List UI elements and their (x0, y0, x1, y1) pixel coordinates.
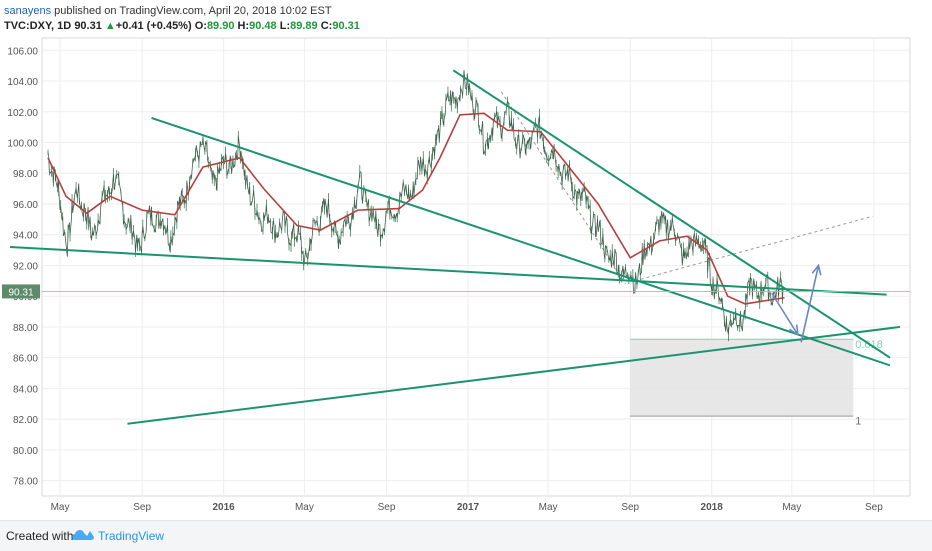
trendline (127, 325, 901, 425)
publish-line: sanayens published on TradingView.com, A… (4, 4, 332, 18)
dashed-line (634, 215, 873, 282)
y-tick-label: 104.00 (7, 77, 38, 88)
dashed-projection-lines (500, 91, 873, 285)
chart-header: sanayens published on TradingView.com, A… (0, 0, 932, 36)
high-value: 90.48 (249, 20, 277, 32)
forecast-arrows[interactable] (771, 263, 822, 343)
x-tick-label: May (51, 502, 70, 513)
fib-extension: 0.6181 (630, 338, 883, 428)
x-tick-label: May (295, 502, 314, 513)
trendline (151, 116, 891, 367)
x-tick-label: Sep (865, 502, 883, 513)
price-change: +0.41 (+0.45%) (115, 20, 192, 32)
low-label: L: (279, 20, 291, 32)
y-tick-label: 98.00 (13, 169, 38, 180)
y-tick-label: 82.00 (13, 415, 38, 426)
forecast-arrow (800, 265, 820, 343)
x-tick-label: 2017 (457, 502, 480, 513)
y-tick-label: 92.00 (13, 261, 38, 272)
y-tick-label: 94.00 (13, 231, 38, 242)
last-price: 90.31 (74, 20, 102, 32)
open-label: O: (194, 20, 207, 32)
x-tick-label: May (539, 502, 558, 513)
open-value: 89.90 (206, 20, 235, 32)
last-price-tag-label: 90.31 (8, 287, 33, 298)
created-with-text: Created with (6, 529, 74, 543)
y-tick-label: 88.00 (13, 323, 38, 334)
price-chart[interactable]: 0.6181 106.00 104.00 102.00 100.00 98.00 96.0… (0, 36, 932, 520)
moving-average-line (47, 112, 785, 305)
arrowhead (811, 263, 822, 276)
y-tick-label: 96.00 (13, 200, 38, 211)
trendline (9, 246, 887, 296)
symbol-line: TVC:DXY, 1D 90.31 ▲+0.41 (+0.45%) O:89.9… (4, 19, 360, 33)
x-tick-label: May (782, 502, 801, 513)
y-tick-label: 102.00 (7, 108, 38, 119)
x-tick-label: 2016 (212, 502, 235, 513)
low-value: 89.89 (290, 20, 318, 32)
symbol-label[interactable]: TVC:DXY, 1D (4, 20, 72, 32)
publish-info: published on TradingView.com, April 20, … (51, 5, 332, 17)
y-tick-label: 106.00 (7, 46, 38, 57)
fib-label: 1 (855, 416, 861, 428)
author-link[interactable]: sanayens (4, 5, 52, 17)
forecast-arrow (771, 292, 799, 336)
footer-bar: Created with TradingView (0, 520, 932, 551)
tick-labels: 106.00 104.00 102.00 100.00 98.00 96.00 94.00 9… (2, 46, 883, 513)
y-tick-label: 78.00 (13, 477, 38, 488)
x-tick-label: Sep (378, 502, 396, 513)
y-tick-label: 80.00 (13, 446, 38, 457)
close-value: 90.31 (332, 20, 360, 32)
fib-zone (630, 339, 854, 417)
close-label: C: (320, 20, 333, 32)
last-price-tag (2, 284, 40, 299)
x-tick-label: Sep (133, 502, 151, 513)
arrowhead (788, 324, 799, 337)
tradingview-brand-link[interactable]: TradingView (98, 529, 165, 543)
up-arrow-icon: ▲ (104, 20, 116, 32)
y-tick-label: 84.00 (13, 384, 38, 395)
high-label: H: (237, 20, 250, 32)
moving-average-series (47, 112, 785, 305)
y-tick-label: 100.00 (7, 139, 38, 150)
trendlines[interactable] (9, 69, 910, 425)
dashed-line (500, 91, 626, 285)
trendline (452, 69, 891, 359)
x-tick-label: Sep (621, 502, 639, 513)
y-tick-label: 86.00 (13, 354, 38, 365)
tradingview-cloud-icon[interactable] (72, 528, 94, 542)
x-tick-label: 2018 (701, 502, 724, 513)
